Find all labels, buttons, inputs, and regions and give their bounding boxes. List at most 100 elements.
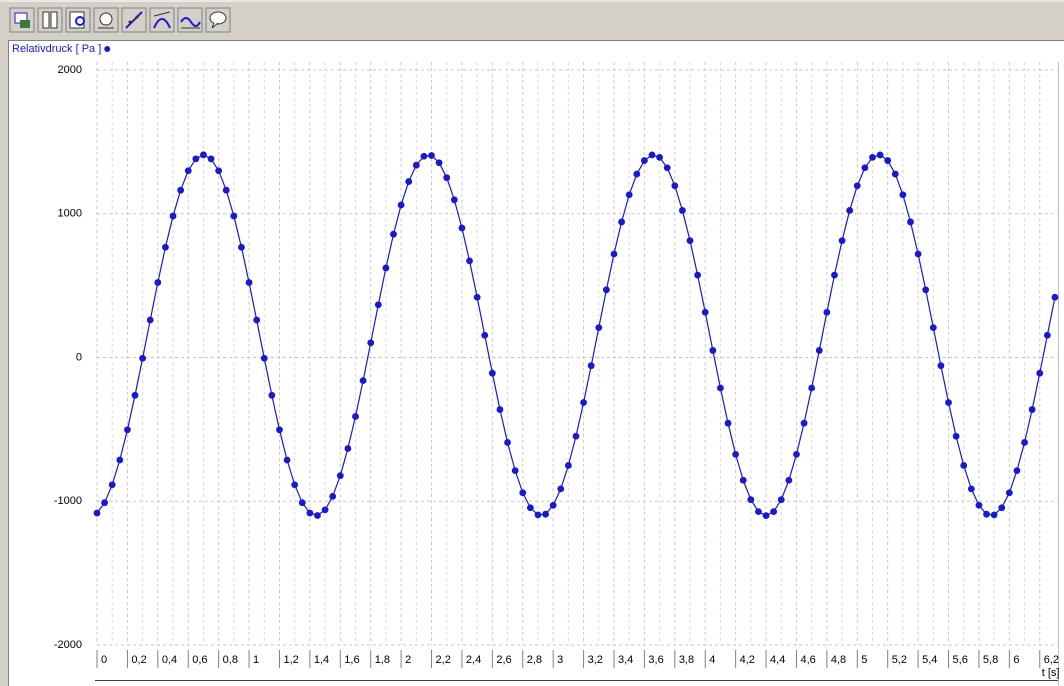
data-point <box>215 167 223 175</box>
data-point <box>899 191 907 199</box>
toolbar-button-time[interactable] <box>93 7 119 33</box>
data-point <box>717 384 724 392</box>
x-tick-label: 5,4 <box>922 654 937 666</box>
y-tick-label: -1000 <box>54 495 82 507</box>
data-point <box>511 467 519 475</box>
data-point <box>975 501 983 509</box>
y-tick-label: 0 <box>76 351 82 363</box>
data-point <box>154 279 162 286</box>
x-tick-label: 5,6 <box>953 654 968 666</box>
toolbar-button-curve[interactable] <box>177 7 203 33</box>
data-point <box>496 406 504 413</box>
data-point <box>344 445 352 452</box>
data-point <box>101 499 109 507</box>
data-point <box>831 271 838 279</box>
data-point <box>374 301 382 309</box>
data-point <box>914 250 922 258</box>
toolbar-button-export[interactable] <box>9 7 35 33</box>
data-point <box>663 164 671 172</box>
data-point <box>694 271 702 279</box>
data-point <box>686 237 694 245</box>
data-point <box>580 399 587 406</box>
data-point <box>481 331 489 339</box>
data-point <box>329 492 337 500</box>
data-point <box>990 511 998 519</box>
data-point <box>435 159 443 167</box>
data-point <box>268 391 276 399</box>
x-tick-label: 1,8 <box>375 654 390 666</box>
data-point <box>701 308 709 316</box>
x-tick-label: 0,4 <box>162 654 177 666</box>
data-point <box>177 186 185 194</box>
data-point <box>291 481 299 489</box>
x-tick-label: 5,8 <box>983 654 998 666</box>
x-axis-label: t [s] <box>1042 667 1060 679</box>
x-tick-label: 4,2 <box>740 654 755 666</box>
x-tick-label: 5,2 <box>892 654 907 666</box>
data-point <box>245 279 253 286</box>
x-tick-label: 0,6 <box>192 654 207 666</box>
x-tick-label: 0,2 <box>131 654 146 666</box>
data-point <box>443 174 451 182</box>
data-point <box>93 509 101 517</box>
x-tick-label: 1,6 <box>344 654 359 666</box>
data-point <box>1021 439 1028 446</box>
y-tick-label: 2000 <box>58 64 82 76</box>
toolbar-button-tangent[interactable] <box>149 7 175 33</box>
data-point <box>139 354 147 362</box>
data-point <box>800 419 808 427</box>
data-point <box>131 391 139 399</box>
data-point <box>937 362 945 370</box>
toolbar-button-comment[interactable] <box>205 7 231 33</box>
data-point <box>808 384 816 392</box>
y-tick-label: 1000 <box>58 208 82 220</box>
data-point <box>656 154 664 161</box>
data-point <box>124 426 131 434</box>
toolbar-button-zoom[interactable] <box>65 7 91 33</box>
x-tick-label: 2,4 <box>466 654 481 666</box>
data-point <box>846 207 854 214</box>
data-point <box>945 399 952 406</box>
data-point <box>1036 369 1044 377</box>
data-point <box>359 377 367 385</box>
x-tick-label: 3 <box>557 654 563 666</box>
data-point <box>314 512 321 519</box>
data-point <box>253 316 261 324</box>
data-point <box>534 511 542 519</box>
x-tick-label: 2,2 <box>436 654 451 666</box>
data-point <box>108 481 116 489</box>
data-point <box>397 201 405 209</box>
data-point <box>625 191 633 199</box>
x-tick-label: 3,4 <box>618 654 633 666</box>
data-point <box>869 154 876 161</box>
toolbar-button-fit[interactable] <box>121 7 147 33</box>
data-point <box>549 501 557 509</box>
data-point <box>276 426 283 434</box>
x-tick-label: 3,6 <box>648 654 663 666</box>
data-point <box>572 432 580 440</box>
data-point <box>967 485 975 493</box>
data-point <box>747 496 755 504</box>
x-tick-label: 0 <box>101 654 107 666</box>
data-point <box>260 354 268 362</box>
data-point <box>595 324 603 331</box>
data-point <box>192 155 200 163</box>
chart-panel <box>8 40 1064 686</box>
data-point <box>602 286 610 294</box>
x-tick-label: 6 <box>1013 654 1019 666</box>
x-tick-label: 5 <box>861 654 867 666</box>
data-point <box>420 152 428 160</box>
data-point <box>336 472 344 480</box>
data-point <box>230 212 238 220</box>
data-point <box>671 182 679 190</box>
data-point <box>815 347 823 354</box>
data-point <box>762 512 770 520</box>
data-point <box>739 476 747 484</box>
data-point <box>960 462 968 469</box>
data-point <box>838 237 846 245</box>
data-point <box>633 170 641 178</box>
data-point <box>884 157 892 164</box>
toolbar-button-table[interactable] <box>37 7 63 33</box>
data-point <box>298 499 306 507</box>
data-point <box>184 167 192 175</box>
